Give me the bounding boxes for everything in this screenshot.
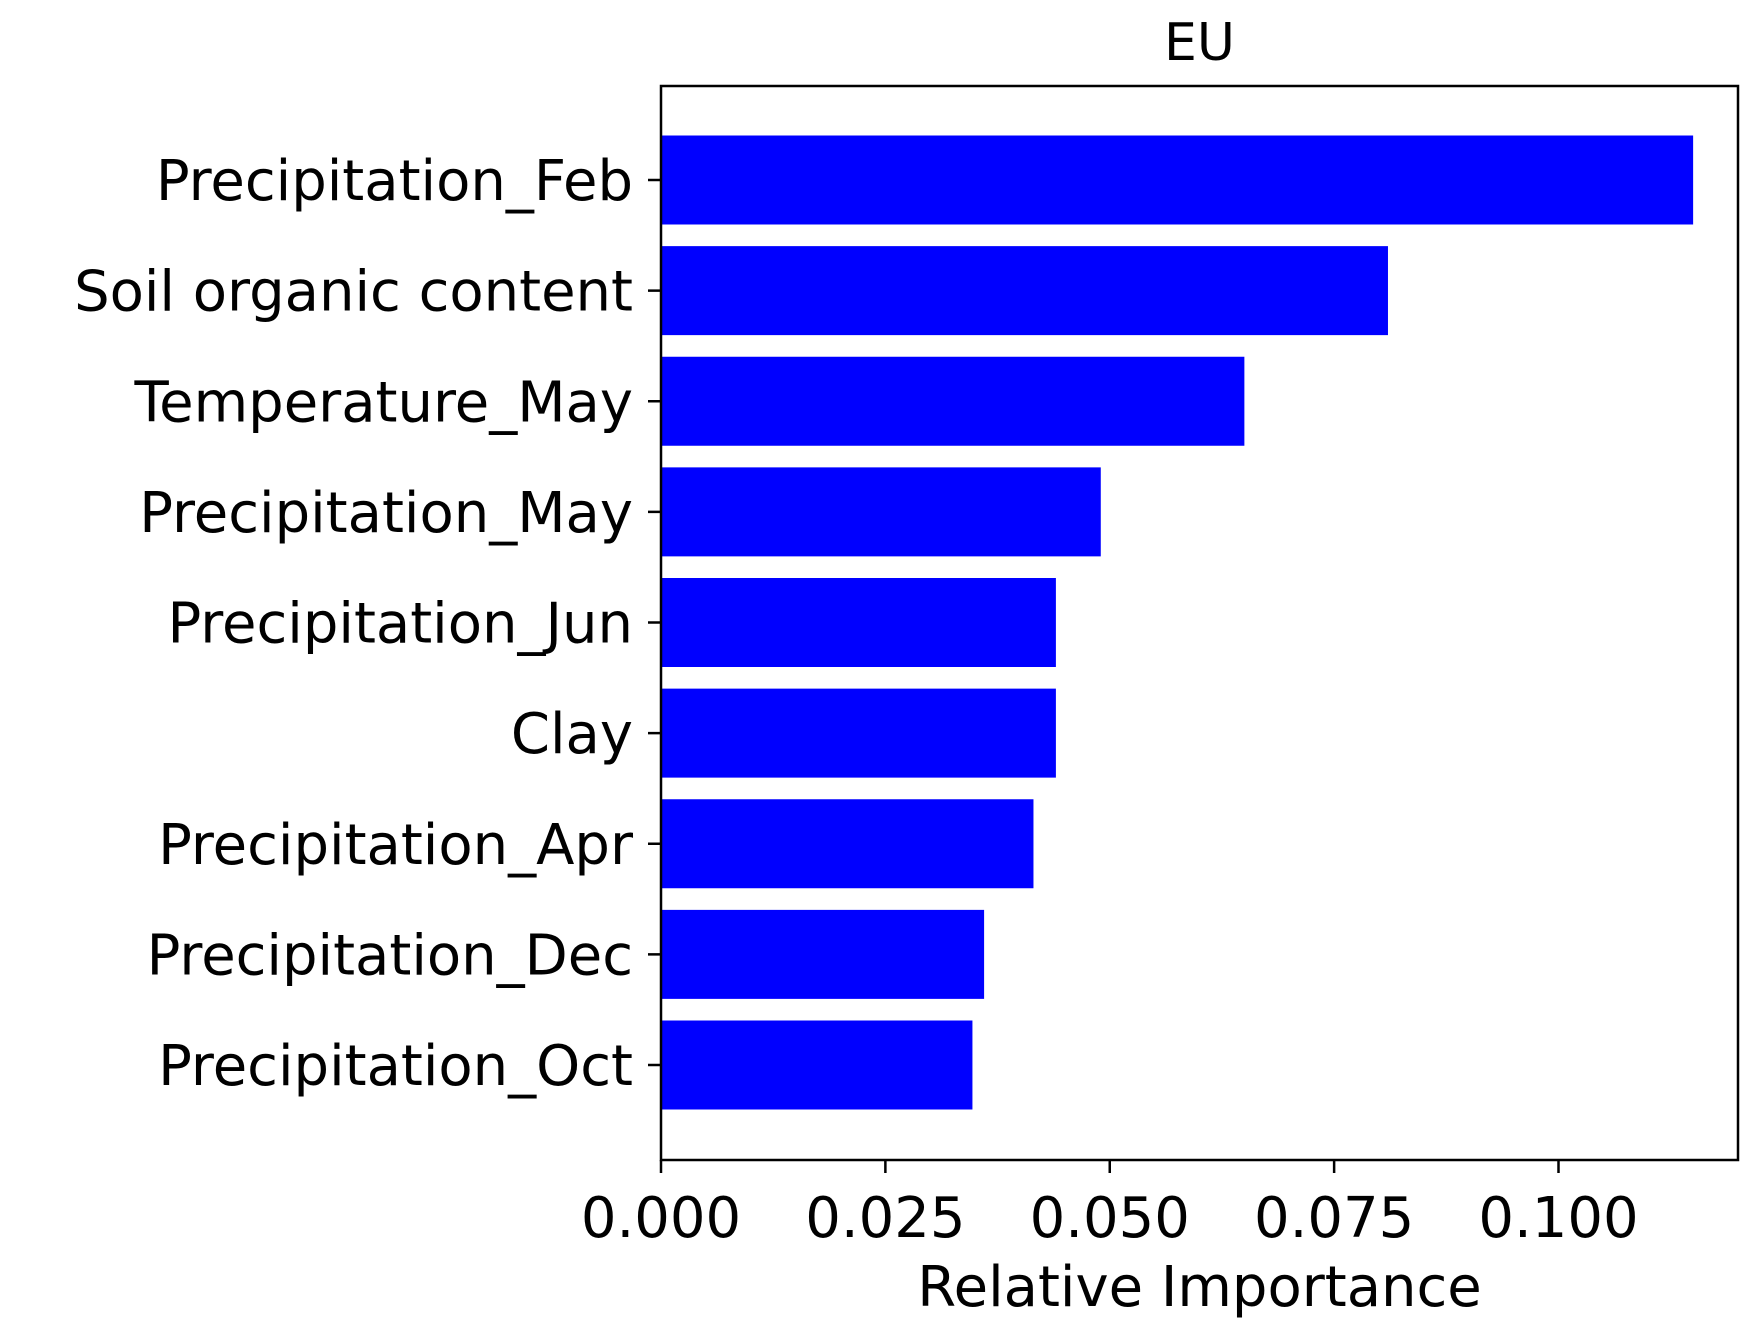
y-tick-label: Precipitation_Apr: [158, 813, 634, 878]
y-tick-label: Precipitation_Dec: [147, 923, 633, 988]
y-tick-label: Soil organic content: [74, 260, 633, 325]
y-tick-label: Clay: [511, 702, 633, 767]
bar-temperature-may: [661, 356, 1245, 446]
chart-title: EU: [1164, 13, 1235, 73]
bar-clay: [661, 688, 1056, 778]
y-tick-label: Precipitation_Oct: [158, 1034, 633, 1099]
x-tick-label: 0.100: [1478, 1186, 1638, 1251]
bar-precipitation-apr: [661, 799, 1034, 889]
bar-precipitation-jun: [661, 578, 1056, 667]
x-tick-label: 0.075: [1254, 1186, 1414, 1251]
x-tick-label: 0.000: [581, 1186, 741, 1251]
x-tick-label: 0.025: [805, 1186, 965, 1251]
y-tick-label: Precipitation_Feb: [156, 149, 633, 214]
bar-precipitation-feb: [661, 135, 1694, 225]
bar-precipitation-dec: [661, 909, 985, 999]
x-axis-label: Relative Importance: [917, 1255, 1482, 1320]
x-tick-label: 0.050: [1030, 1186, 1190, 1251]
y-tick-label: Precipitation_May: [139, 481, 633, 546]
x-axis: 0.000 0.025 0.050 0.075 0.100: [581, 1160, 1639, 1251]
bar-soil-organic-content: [661, 246, 1388, 336]
y-tick-label: Precipitation_Jun: [167, 592, 633, 657]
bar-precipitation-oct: [661, 1020, 973, 1110]
bars-group: [661, 135, 1694, 1110]
y-axis: Precipitation_Feb Soil organic content Tem…: [74, 149, 661, 1099]
y-tick-label: Temperature_May: [133, 370, 633, 435]
bar-precipitation-may: [661, 467, 1101, 557]
